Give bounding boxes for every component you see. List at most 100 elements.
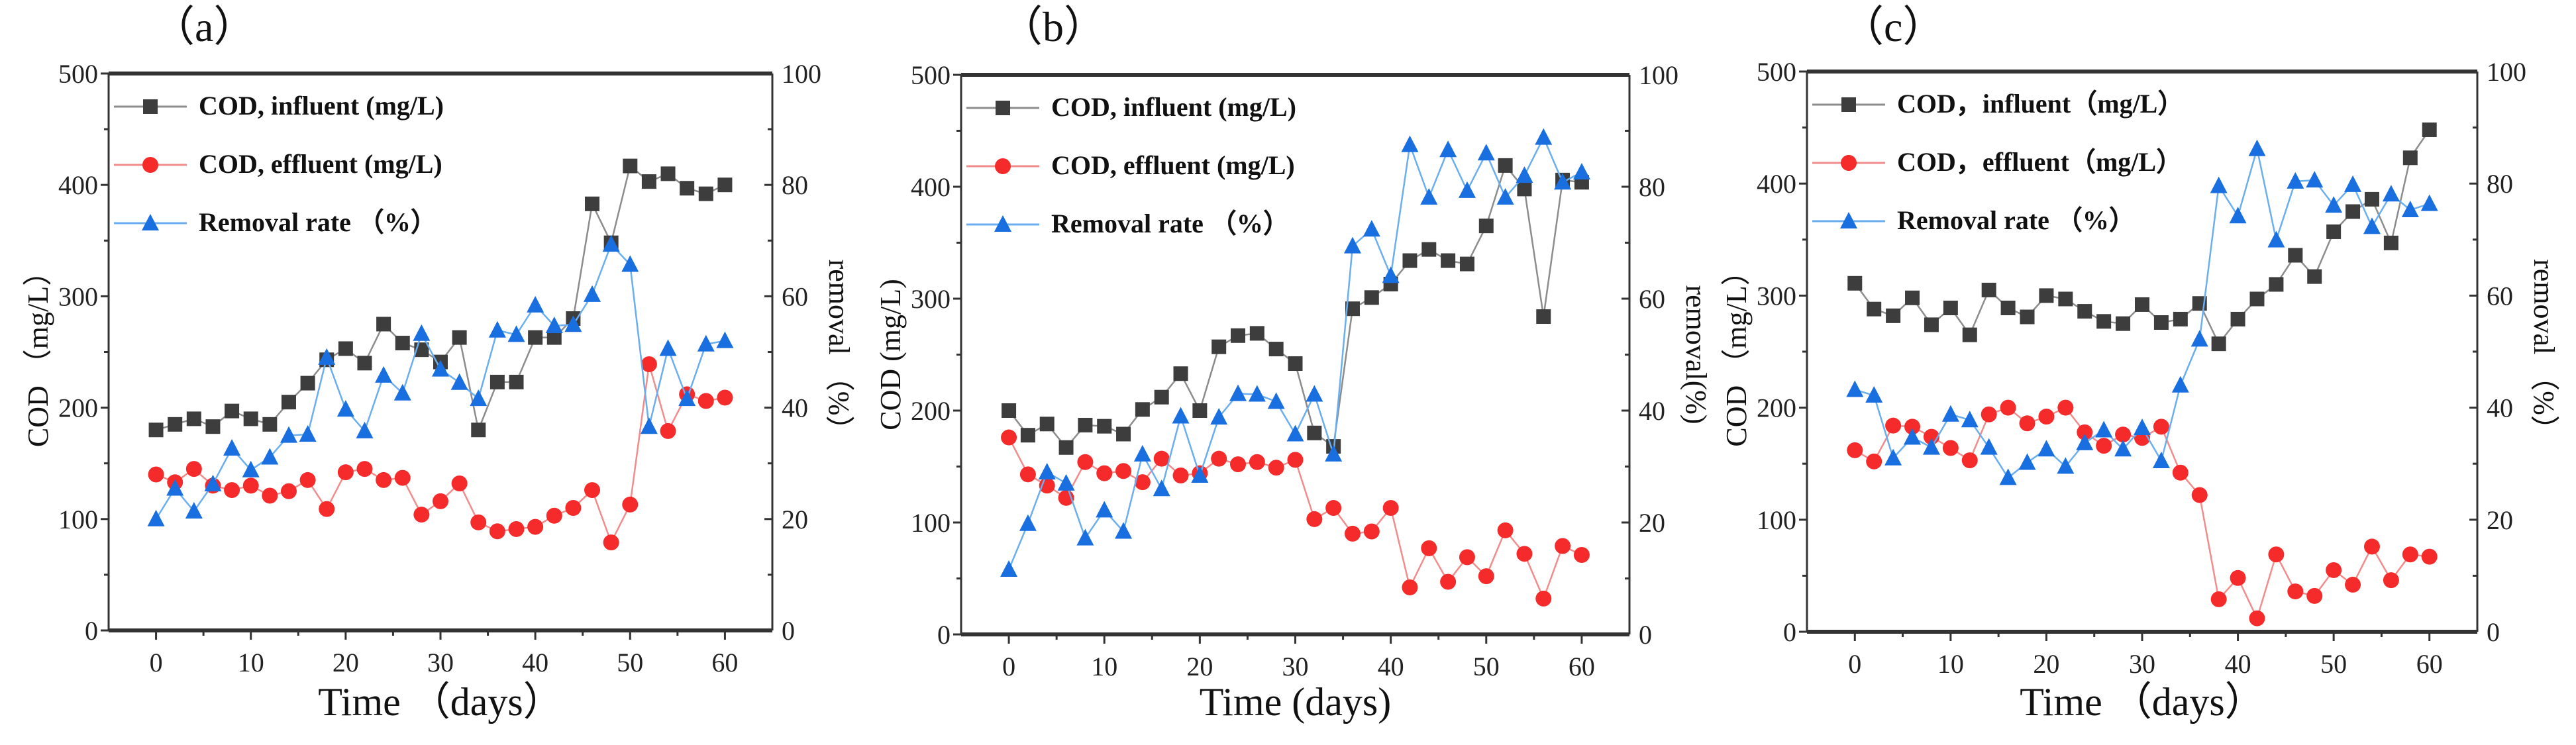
data-point (450, 373, 468, 390)
data-point (1076, 528, 1094, 546)
data-point (1192, 403, 1208, 418)
data-point (2191, 487, 2208, 503)
data-point (545, 316, 563, 333)
data-point (2076, 433, 2094, 450)
panel-label: （c） (1841, 3, 1945, 50)
data-point (1441, 253, 1456, 268)
x-tick-label: 30 (1282, 652, 1309, 681)
data-point (1002, 403, 1017, 418)
data-point (1497, 522, 1514, 538)
data-point (1363, 220, 1380, 237)
x-tick-label: 10 (238, 648, 264, 677)
data-point (2402, 546, 2418, 563)
data-point (2057, 399, 2074, 416)
chart-panel-0: （a） 0 10 20 30 40 50 60 0 100 200 300 400 500 0 20 40 60 8… (22, 3, 855, 724)
data-point (1153, 450, 1170, 467)
data-point (2037, 440, 2055, 457)
y-axis-label: COD (mg/L) (874, 279, 907, 430)
data-point (1573, 547, 1590, 564)
x-tick-label: 60 (2416, 649, 2443, 679)
legend-item: COD, influent (mg/L) (966, 92, 1296, 122)
data-point (223, 438, 241, 456)
y-tick-label: 100 (911, 508, 951, 538)
data-point (489, 374, 505, 389)
data-point (262, 417, 278, 432)
series-1 (1847, 399, 2438, 626)
data-point (660, 166, 676, 181)
data-point (697, 334, 715, 352)
data-point (393, 383, 411, 401)
legend-marker (143, 99, 158, 114)
y2-tick-label: 60 (2487, 281, 2513, 311)
y-tick-label: 400 (1757, 169, 1796, 199)
data-point (1401, 135, 1419, 152)
data-point (1001, 429, 1017, 446)
data-point (1231, 328, 1246, 343)
data-point (2344, 175, 2362, 192)
y2-axis-label: removal （%） (823, 260, 855, 445)
data-point (509, 374, 524, 389)
data-point (2171, 375, 2189, 393)
data-point (2210, 176, 2228, 193)
chart-panel-1: （b） 0 10 20 30 40 50 60 0 100 200 300 400 500 0 20 40 60 8… (874, 3, 1712, 724)
data-point (2038, 409, 2055, 425)
data-point (1516, 546, 1533, 562)
x-tick-label: 10 (1091, 652, 1117, 681)
y-tick-label: 500 (1757, 57, 1796, 87)
x-tick-label: 40 (522, 648, 548, 677)
data-point (1555, 538, 1571, 554)
series-line (1008, 164, 1582, 449)
y2-tick-label: 60 (1639, 284, 1665, 314)
data-point (1478, 568, 1494, 585)
data-point (1115, 522, 1133, 539)
data-point (1905, 290, 1920, 305)
data-point (2249, 291, 2265, 307)
data-point (1210, 408, 1228, 425)
data-point (2057, 457, 2075, 474)
data-point (2230, 311, 2245, 326)
data-point (717, 389, 733, 406)
data-point (2268, 546, 2285, 563)
data-point (1116, 426, 1131, 442)
data-point (2077, 424, 2093, 440)
data-point (1211, 339, 1227, 354)
data-point (1382, 500, 1399, 517)
data-point (2096, 438, 2112, 454)
data-point (2345, 204, 2361, 219)
data-point (2172, 464, 2189, 481)
data-point (1904, 419, 1921, 435)
legend-label: COD, influent (mg/L) (199, 91, 444, 121)
data-point (641, 356, 657, 373)
y-tick-label: 0 (1783, 617, 1796, 647)
y-tick-label: 200 (1757, 393, 1796, 423)
series-2 (1000, 128, 1590, 577)
data-point (1172, 407, 1190, 424)
data-point (1980, 438, 1998, 455)
data-point (242, 477, 259, 494)
data-point (2116, 316, 2131, 331)
data-point (546, 507, 562, 524)
data-point (394, 470, 411, 486)
data-point (224, 482, 240, 499)
data-point (1134, 474, 1151, 491)
data-point (603, 534, 619, 551)
data-point (584, 482, 601, 499)
data-point (147, 509, 165, 526)
data-point (2190, 330, 2208, 347)
data-point (413, 507, 430, 523)
data-point (432, 360, 449, 377)
data-point (1153, 479, 1170, 497)
y2-tick-label: 20 (782, 505, 808, 534)
data-point (2401, 200, 2419, 217)
y-tick-label: 0 (937, 620, 951, 650)
data-point (2306, 587, 2323, 604)
data-point (697, 393, 714, 409)
data-point (564, 315, 582, 332)
chart-panel-2: （c） 0 10 20 30 40 50 60 0 100 200 300 400 500 0 20 40 60 8… (1720, 3, 2560, 724)
data-point (337, 464, 354, 481)
data-point (2307, 269, 2322, 284)
legend-marker (1841, 97, 1856, 112)
series-2 (1846, 139, 2438, 485)
series-0 (1847, 122, 2437, 352)
y-axis-label: COD （mg/L） (1720, 256, 1753, 446)
